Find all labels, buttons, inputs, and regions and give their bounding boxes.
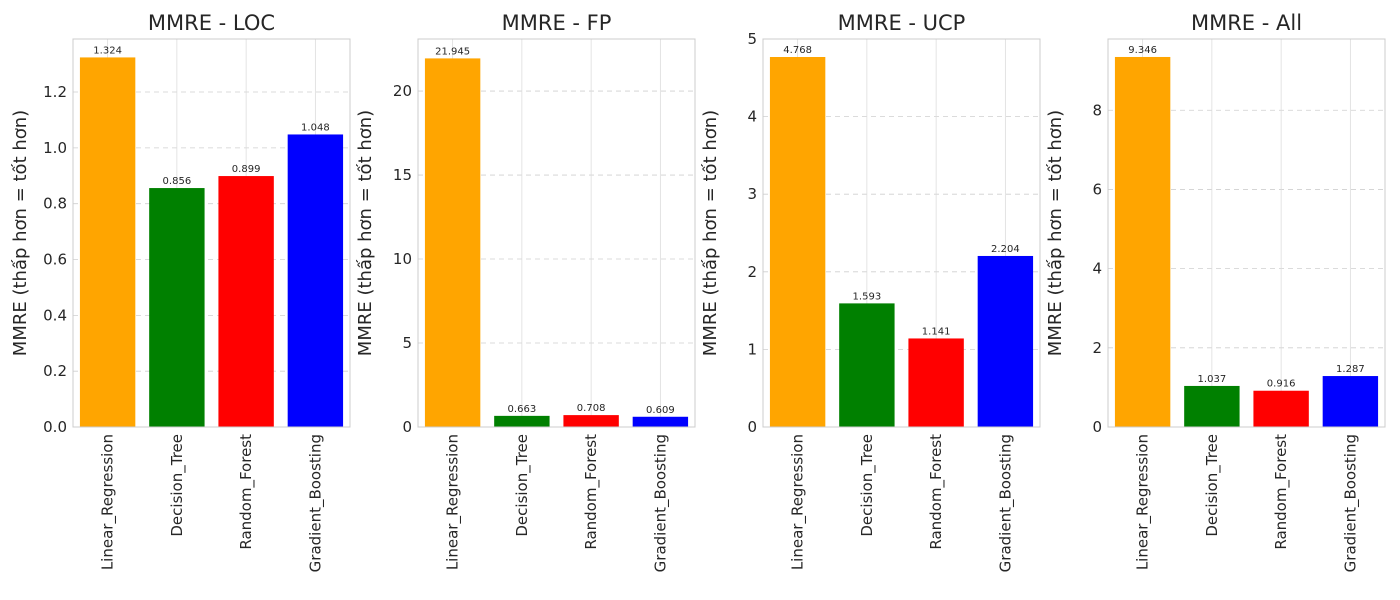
bar-decision-tree — [494, 415, 550, 427]
y-tick-label: 0 — [1092, 418, 1102, 436]
y-axis-label: MMRE (thấp hơn = tốt hơn) — [355, 110, 376, 356]
x-tick-label: Linear_Regression — [1134, 434, 1153, 570]
data-label: 1.048 — [301, 122, 330, 133]
x-tick-label: Random_Forest — [237, 434, 256, 550]
y-tick-label: 2 — [1092, 339, 1102, 357]
y-tick-label: 10 — [393, 250, 412, 268]
x-tick-label: Random_Forest — [582, 434, 601, 550]
chart-title: MMRE - FP — [502, 11, 612, 35]
y-tick-label: 5 — [747, 30, 757, 48]
x-tick-label: Linear_Regression — [789, 434, 808, 570]
y-tick-label: 0.6 — [43, 251, 67, 269]
subplot-2: 21.945 0.663 0.708 0.609 0 5 10 15 20 Linear_Regr… — [355, 11, 696, 572]
bar-random-forest — [563, 415, 619, 427]
x-tick-label: Gradient_Boosting — [996, 434, 1015, 572]
bar-gradient-boosting — [287, 134, 344, 427]
bar-gradient-boosting — [632, 416, 689, 427]
chart-title: MMRE - All — [1191, 11, 1302, 35]
subplot-1: 1.324 0.856 0.899 1.048 0.0 0.2 0.4 0.6 0.8 1.0 1.… — [10, 11, 351, 572]
plot-frame — [417, 38, 696, 428]
y-tick-label: 2 — [747, 263, 757, 281]
y-tick-label: 4 — [1092, 260, 1102, 278]
x-tick-label: Gradient_Boosting — [651, 434, 670, 572]
data-label: 0.708 — [577, 403, 606, 414]
x-tick-label: Decision_Tree — [858, 434, 877, 537]
data-label: 1.037 — [1198, 374, 1227, 385]
data-label: 9.346 — [1128, 45, 1157, 56]
y-tick-label: 0.2 — [43, 362, 67, 380]
y-tick-label: 1.2 — [43, 83, 67, 101]
chart-title: MMRE - UCP — [838, 11, 966, 35]
x-tick-label: Decision_Tree — [168, 434, 187, 537]
data-label: 21.945 — [435, 46, 470, 57]
bar-decision-tree — [839, 303, 895, 427]
y-tick-label: 0.8 — [43, 195, 67, 213]
x-tick-label: Gradient_Boosting — [1341, 434, 1360, 572]
y-tick-label: 1 — [747, 340, 757, 358]
y-tick-label: 4 — [747, 108, 757, 126]
y-axis-label: MMRE (thấp hơn = tốt hơn) — [10, 110, 31, 356]
data-label: 4.768 — [783, 45, 812, 56]
y-tick-label: 0.0 — [43, 418, 67, 436]
bar-linear-regression — [769, 57, 826, 427]
bar-decision-tree — [149, 188, 205, 427]
y-tick-label: 15 — [393, 166, 412, 184]
y-axis-label: MMRE (thấp hơn = tốt hơn) — [700, 110, 721, 356]
x-tick-label: Gradient_Boosting — [306, 434, 325, 572]
data-label: 1.141 — [922, 326, 951, 337]
plot-frame — [1107, 38, 1386, 428]
data-label: 0.663 — [508, 404, 537, 415]
data-label: 0.856 — [163, 176, 192, 187]
data-label: 1.287 — [1336, 364, 1365, 375]
bar-linear-regression — [424, 58, 481, 428]
bar-linear-regression — [79, 57, 136, 427]
y-tick-label: 3 — [747, 185, 757, 203]
data-label: 0.609 — [646, 405, 675, 416]
data-label: 0.899 — [232, 164, 261, 175]
y-tick-label: 8 — [1092, 101, 1102, 119]
subplot-3: 4.768 1.593 1.141 2.204 0 1 2 3 4 5 Linear_Regress… — [700, 11, 1041, 572]
y-tick-label: 20 — [393, 82, 412, 100]
data-label: 2.204 — [991, 244, 1020, 255]
bar-decision-tree — [1184, 385, 1240, 427]
bar-random-forest — [1253, 390, 1309, 427]
chart-title: MMRE - LOC — [148, 11, 275, 35]
y-tick-label: 5 — [402, 334, 412, 352]
plot-frame — [72, 38, 351, 428]
bar-linear-regression — [1114, 56, 1171, 427]
x-tick-label: Linear_Regression — [444, 434, 463, 570]
x-tick-label: Linear_Regression — [99, 434, 118, 570]
y-tick-label: 0.4 — [43, 306, 67, 324]
bar-gradient-boosting — [1322, 376, 1379, 427]
y-tick-label: 6 — [1092, 180, 1102, 198]
data-label: 1.324 — [93, 45, 122, 56]
bar-random-forest — [908, 338, 964, 427]
bar-random-forest — [218, 176, 274, 427]
y-tick-label: 1.0 — [43, 139, 67, 157]
x-tick-label: Decision_Tree — [1203, 434, 1222, 537]
y-tick-label: 0 — [747, 418, 757, 436]
x-tick-label: Decision_Tree — [513, 434, 532, 537]
y-axis-label: MMRE (thấp hơn = tốt hơn) — [1045, 110, 1066, 356]
y-tick-label: 0 — [402, 418, 412, 436]
data-label: 0.916 — [1267, 379, 1296, 390]
subplot-4: 9.346 1.037 0.916 1.287 0 2 4 6 8 Linear_Regressi… — [1045, 11, 1386, 572]
data-label: 1.593 — [853, 291, 882, 302]
plot-frame — [762, 38, 1041, 428]
x-tick-label: Random_Forest — [927, 434, 946, 550]
x-tick-label: Random_Forest — [1272, 434, 1291, 550]
bar-gradient-boosting — [977, 255, 1034, 427]
